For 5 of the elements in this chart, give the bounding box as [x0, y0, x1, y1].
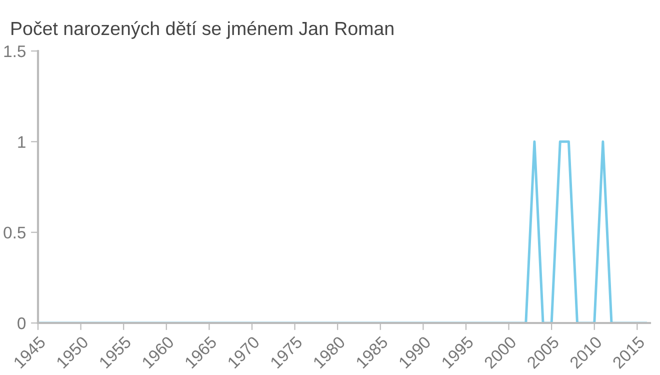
- y-tick-label: 1: [18, 136, 26, 148]
- chart-title: Počet narozených dětí se jménem Jan Roman: [12, 21, 394, 39]
- y-tick-label: 0: [18, 317, 26, 330]
- y-tick-label: 0.5: [4, 226, 26, 239]
- y-tick-label: 1.5: [4, 46, 26, 58]
